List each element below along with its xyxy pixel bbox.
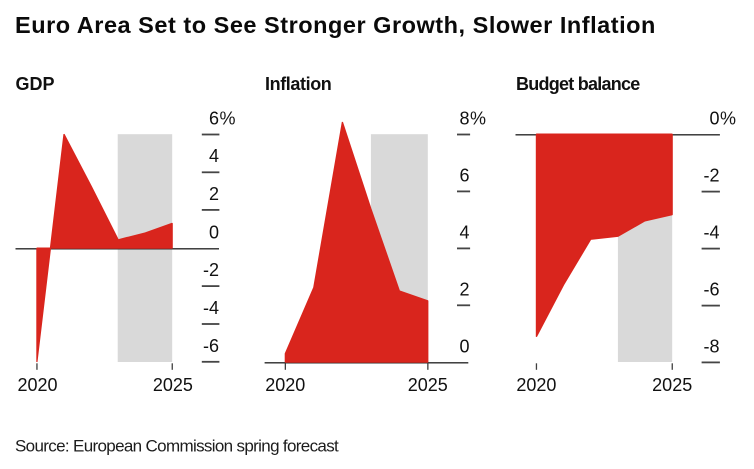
svg-text:Euro Area Set to See Stronger: Euro Area Set to See Stronger Growth, Sl… bbox=[15, 12, 656, 38]
svg-text:GDP: GDP bbox=[16, 74, 55, 94]
svg-text:2: 2 bbox=[209, 184, 219, 204]
svg-text:-8: -8 bbox=[703, 337, 719, 357]
svg-text:0: 0 bbox=[209, 222, 219, 242]
svg-text:0: 0 bbox=[459, 336, 469, 356]
svg-text:Source: European Commission sp: Source: European Commission spring forec… bbox=[15, 437, 339, 456]
svg-text:Budget balance: Budget balance bbox=[516, 74, 640, 94]
svg-text:2: 2 bbox=[459, 279, 469, 299]
svg-text:Inflation: Inflation bbox=[265, 74, 331, 94]
svg-text:2025: 2025 bbox=[153, 375, 193, 395]
svg-text:6: 6 bbox=[459, 165, 469, 185]
svg-text:-2: -2 bbox=[203, 260, 219, 280]
svg-text:2025: 2025 bbox=[408, 375, 448, 395]
svg-text:-2: -2 bbox=[703, 166, 719, 186]
svg-text:-6: -6 bbox=[203, 336, 219, 356]
svg-text:-6: -6 bbox=[703, 280, 719, 300]
svg-text:8: 8 bbox=[459, 109, 469, 129]
svg-text:2025: 2025 bbox=[652, 375, 692, 395]
svg-text:-4: -4 bbox=[203, 298, 219, 318]
svg-text:2020: 2020 bbox=[17, 375, 57, 395]
svg-text:%: % bbox=[720, 109, 736, 129]
svg-text:0: 0 bbox=[709, 109, 719, 129]
svg-text:2020: 2020 bbox=[265, 375, 305, 395]
svg-text:%: % bbox=[470, 109, 486, 129]
svg-text:4: 4 bbox=[209, 146, 219, 166]
svg-text:-4: -4 bbox=[703, 223, 719, 243]
svg-text:2020: 2020 bbox=[516, 375, 556, 395]
svg-text:4: 4 bbox=[459, 222, 469, 242]
svg-text:%: % bbox=[220, 109, 236, 129]
svg-text:6: 6 bbox=[209, 109, 219, 129]
